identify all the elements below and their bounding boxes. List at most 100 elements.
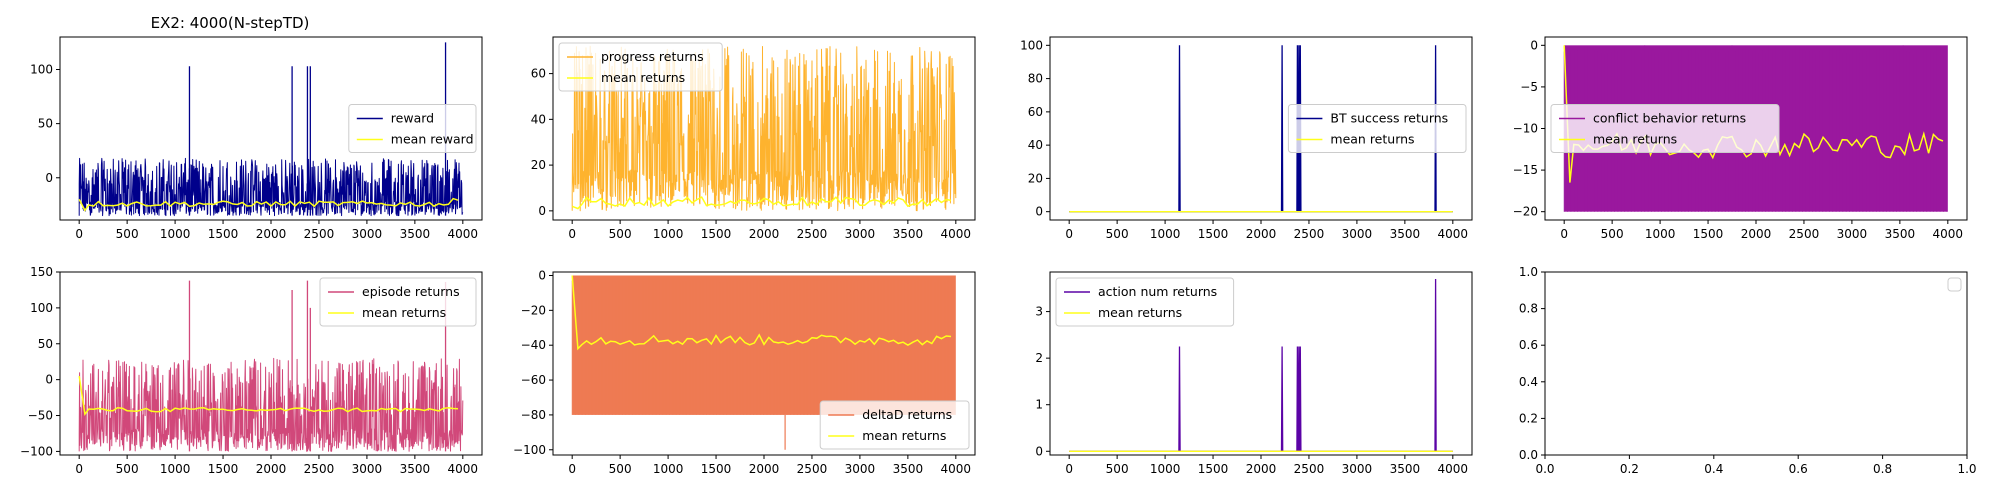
x-tick-label: 3500	[893, 227, 924, 241]
y-tick-label: 20	[1028, 171, 1043, 185]
plot-area	[1069, 278, 1453, 452]
figure-title: EX2: 4000(N-stepTD)	[151, 14, 310, 32]
x-tick-label: 3000	[1837, 227, 1868, 241]
y-tick-label: 100	[30, 62, 53, 76]
legend: episode returns mean returns	[319, 277, 477, 327]
x-tick-label: 0	[75, 227, 83, 241]
x-tick-label: 500	[116, 227, 139, 241]
x-tick-label: 0	[1560, 227, 1568, 241]
legend: conflict behavior returns mean returns	[1550, 104, 1780, 153]
legend-label: deltaD returns	[862, 407, 952, 422]
x-tick-label: 2500	[1789, 227, 1820, 241]
x-tick-label: 500	[116, 462, 139, 476]
x-tick-label: 0	[75, 462, 83, 476]
series-episode-0-line	[78, 357, 464, 452]
y-tick-label: 0	[45, 373, 53, 387]
legend-box	[1287, 104, 1467, 153]
x-tick-label: 1000	[653, 227, 684, 241]
chart-reward: 0 500 1000 1500 2000 2500 3000 3500 4000 0 50 100 re…	[30, 36, 483, 241]
x-tick-label: 0	[1065, 462, 1073, 476]
y-tick-label: −60	[521, 373, 546, 387]
x-tick-label: 0.2	[1620, 462, 1639, 476]
x-tick-label: 3000	[1342, 462, 1373, 476]
y-tick-label: −100	[20, 444, 53, 458]
legend-label: action num returns	[1098, 284, 1217, 299]
x-tick-label: 0	[568, 227, 576, 241]
x-tick-label: 4000	[448, 227, 479, 241]
chart-empty: 0.0 0.2 0.4 0.6 0.8 1.0 0.0 0.2 0.4 0.6 0.8 1.0	[1519, 265, 1977, 476]
y-tick-label: 1	[1035, 398, 1043, 412]
y-tick-label: −20	[1513, 205, 1538, 219]
legend: reward mean reward	[348, 104, 477, 153]
x-tick-label: 3500	[1390, 462, 1421, 476]
x-tick-label: 2500	[304, 227, 335, 241]
legend-label: mean returns	[862, 428, 946, 443]
series-episode-1-mean-line	[78, 375, 459, 416]
x-tick-label: 4000	[448, 462, 479, 476]
y-tick-label: −10	[1513, 122, 1538, 136]
y-tick-label: −80	[521, 408, 546, 422]
y-tick-label: 80	[1028, 72, 1043, 86]
y-tick-label: 3	[1035, 305, 1043, 319]
y-tick-label: −15	[1513, 163, 1538, 177]
x-tick-label: 0.0	[1535, 462, 1554, 476]
y-tick-label: 40	[531, 112, 546, 126]
x-tick-label: 500	[609, 227, 632, 241]
legend-label: mean returns	[362, 305, 446, 320]
axes-frame	[1544, 271, 1968, 456]
y-tick-label: 0.6	[1519, 338, 1538, 352]
legend-label: mean returns	[601, 70, 685, 85]
x-tick-label: 4000	[1438, 462, 1469, 476]
x-tick-label: 1000	[1645, 227, 1676, 241]
x-tick-label: 1000	[1150, 227, 1181, 241]
x-tick-label: 500	[1601, 227, 1624, 241]
x-tick-label: 3500	[1390, 227, 1421, 241]
x-tick-label: 4000	[941, 462, 972, 476]
series-progress-1-mean-line	[571, 196, 952, 210]
legend-box	[319, 277, 477, 327]
chart-progress: 0 500 1000 1500 2000 2500 3000 3500 4000 0 20 40 60 p…	[531, 36, 976, 241]
y-tick-label: −100	[513, 443, 546, 457]
x-tick-label: 2500	[797, 462, 828, 476]
x-tick-label: 3000	[352, 462, 383, 476]
x-tick-label: 4000	[1438, 227, 1469, 241]
legend	[1947, 277, 1962, 292]
x-tick-label: 500	[1106, 462, 1129, 476]
y-tick-label: 0.2	[1519, 411, 1538, 425]
x-tick-label: 1000	[160, 227, 191, 241]
y-tick-label: 100	[1020, 38, 1043, 52]
chart-bt: 0 500 1000 1500 2000 2500 3000 3500 4000 0 20 40 60 8…	[1020, 36, 1473, 241]
y-tick-label: −20	[521, 303, 546, 317]
x-tick-label: 2000	[749, 227, 780, 241]
legend-label: progress returns	[601, 49, 704, 64]
x-tick-label: 3000	[845, 227, 876, 241]
plot-area	[571, 275, 956, 450]
x-tick-label: 3000	[352, 227, 383, 241]
x-tick-label: 500	[609, 462, 632, 476]
x-tick-label: 2000	[256, 462, 287, 476]
y-tick-label: 0	[1035, 444, 1043, 458]
x-tick-label: 0.8	[1873, 462, 1892, 476]
y-tick-label: 0	[1530, 38, 1538, 52]
legend-box	[348, 104, 477, 153]
series-reward-1-mean-line	[78, 197, 459, 212]
x-tick-label: 3000	[845, 462, 876, 476]
y-tick-label: 1.0	[1519, 265, 1538, 279]
x-tick-label: 2000	[256, 227, 287, 241]
x-tick-label: 1500	[1693, 227, 1724, 241]
legend-label: episode returns	[362, 284, 460, 299]
chart-deltaD: 0 500 1000 1500 2000 2500 3000 3500 4000 −100 −80 −…	[513, 268, 976, 476]
y-tick-label: 0	[538, 204, 546, 218]
x-tick-label: 2500	[797, 227, 828, 241]
x-tick-label: 2500	[1294, 462, 1325, 476]
x-tick-label: 1500	[208, 227, 239, 241]
plot-area	[1069, 45, 1453, 213]
x-tick-label: 3000	[1342, 227, 1373, 241]
legend: BT success returns mean returns	[1287, 104, 1467, 153]
x-tick-label: 1000	[653, 462, 684, 476]
x-tick-label: 1500	[701, 227, 732, 241]
x-tick-label: 1000	[1150, 462, 1181, 476]
y-tick-label: 0.4	[1519, 375, 1538, 389]
x-tick-label: 1.0	[1957, 462, 1976, 476]
y-tick-label: 0	[1035, 205, 1043, 219]
